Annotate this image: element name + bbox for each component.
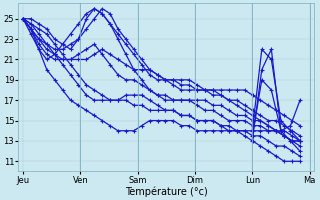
X-axis label: Température (°c): Température (°c) <box>125 186 208 197</box>
